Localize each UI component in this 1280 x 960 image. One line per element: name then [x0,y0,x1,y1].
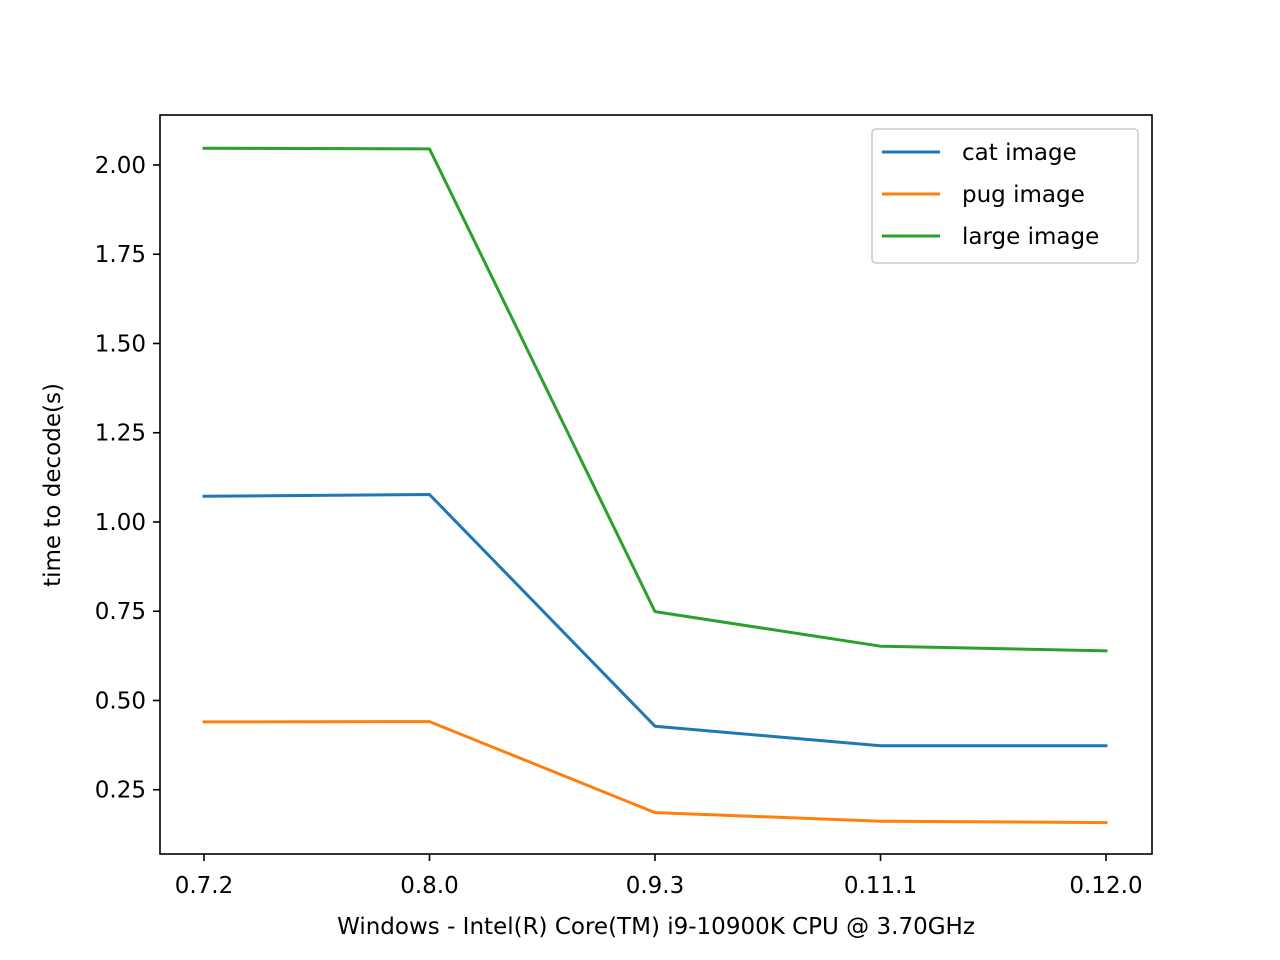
axes-layer: 0.7.2 0.8.0 0.9.3 0.11.1 0.12.0 0.25 0.50 0.75 1… [95,114,1153,899]
y-tick-label: 2.00 [95,153,146,179]
x-tick-label: 0.11.1 [844,873,917,899]
plot-frame [159,114,1153,855]
y-tick-label: 1.75 [95,242,146,268]
y-axis-label: time to decode(s) [40,383,66,587]
legend-label: large image [962,224,1099,250]
legend-label: cat image [962,140,1077,166]
series-line-pug-image [202,720,1108,825]
series-line-large-image [202,146,1108,653]
series-line-cat-image [202,493,1108,748]
x-axis-label: Windows - Intel(R) Core(TM) i9-10900K CP… [337,914,975,940]
legend: cat image pug image large image [871,128,1139,264]
y-tick-label: 1.00 [95,510,146,536]
y-tick-label: 1.50 [95,331,146,357]
y-tick-label: 1.25 [95,421,146,447]
x-tick-label: 0.12.0 [1069,873,1142,899]
legend-box [871,128,1139,264]
y-tick-label: 0.75 [95,599,146,625]
series-layer [202,146,1108,825]
x-tick-label: 0.9.3 [626,873,685,899]
y-tick-label: 0.25 [95,778,146,804]
x-tick-label: 0.7.2 [175,873,234,899]
legend-label: pug image [962,182,1085,208]
x-tick-label: 0.8.0 [400,873,459,899]
y-tick-label: 0.50 [95,688,146,714]
